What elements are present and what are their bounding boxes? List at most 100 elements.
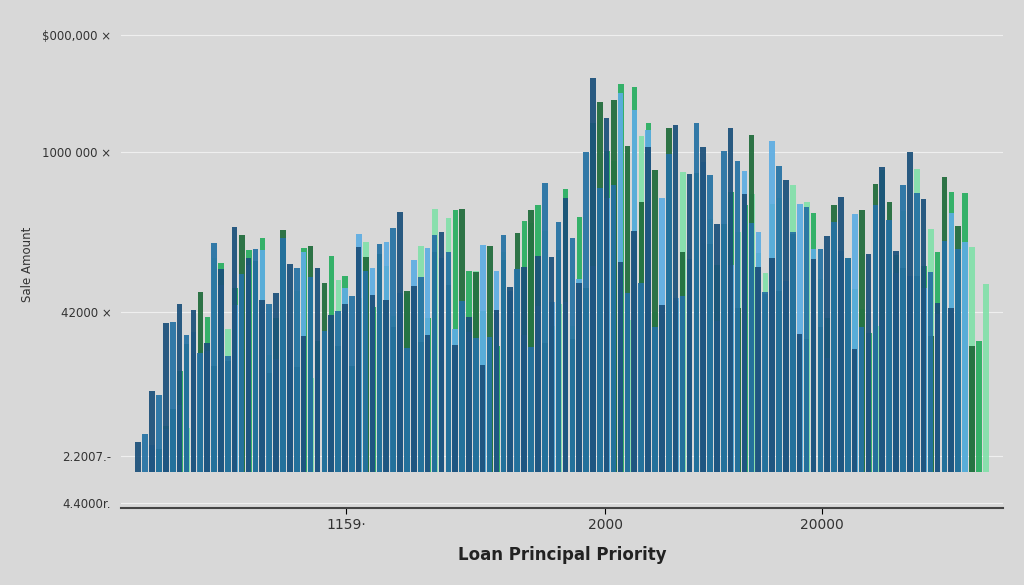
Bar (342, 276, 348, 472)
Bar (349, 296, 354, 472)
Bar (453, 210, 458, 472)
Bar (721, 224, 727, 472)
Bar (301, 336, 306, 472)
Bar (983, 284, 989, 472)
Bar (163, 323, 169, 472)
Bar (790, 232, 796, 472)
Bar (397, 293, 402, 472)
Bar (749, 194, 755, 472)
Bar (791, 234, 796, 472)
Bar (900, 268, 906, 472)
Bar (253, 364, 258, 472)
Bar (549, 302, 555, 472)
Bar (935, 303, 940, 472)
Bar (515, 320, 520, 472)
Bar (156, 395, 162, 472)
Bar (259, 250, 265, 472)
Bar (322, 346, 328, 472)
Bar (542, 343, 548, 472)
Bar (528, 223, 535, 472)
Bar (438, 232, 444, 472)
Bar (811, 249, 816, 472)
Bar (839, 197, 844, 472)
Bar (625, 320, 631, 472)
Bar (756, 267, 761, 472)
Bar (694, 251, 699, 472)
Bar (659, 315, 665, 472)
Bar (749, 135, 755, 472)
Bar (508, 291, 513, 472)
Bar (921, 199, 927, 472)
Bar (749, 223, 755, 472)
Bar (611, 99, 616, 472)
Bar (218, 269, 223, 472)
Bar (239, 236, 245, 472)
Bar (384, 266, 389, 472)
Bar (288, 369, 293, 472)
Bar (700, 162, 707, 472)
Bar (611, 161, 616, 472)
Bar (535, 256, 541, 472)
Bar (473, 272, 479, 472)
Bar (460, 322, 465, 472)
Bar (231, 227, 238, 472)
Bar (652, 170, 658, 472)
Bar (425, 335, 430, 472)
Bar (301, 248, 306, 472)
Bar (273, 294, 279, 472)
Bar (921, 288, 927, 472)
Bar (845, 257, 851, 472)
Bar (425, 318, 431, 472)
Bar (935, 252, 940, 472)
Bar (742, 205, 748, 472)
Bar (177, 371, 182, 472)
Bar (721, 152, 727, 472)
Bar (135, 442, 141, 472)
Bar (818, 279, 823, 472)
Bar (617, 262, 624, 472)
Bar (591, 123, 596, 472)
Bar (907, 152, 912, 472)
Bar (859, 210, 864, 472)
Bar (597, 197, 603, 472)
Bar (356, 235, 361, 472)
Bar (804, 202, 810, 472)
Bar (329, 315, 334, 472)
Bar (667, 128, 672, 472)
Bar (645, 123, 651, 472)
Bar (404, 348, 410, 472)
Bar (404, 291, 410, 472)
Bar (281, 230, 286, 472)
Bar (563, 190, 568, 472)
Bar (639, 202, 644, 472)
Bar (294, 268, 299, 472)
Bar (314, 370, 321, 472)
Bar (177, 304, 182, 472)
Bar (184, 428, 189, 472)
Bar (769, 258, 775, 472)
Bar (466, 317, 472, 472)
Bar (652, 327, 657, 472)
Bar (514, 232, 520, 472)
Bar (163, 429, 169, 472)
Bar (639, 136, 644, 472)
Bar (556, 304, 561, 472)
Bar (970, 346, 975, 472)
Bar (342, 288, 348, 472)
Bar (377, 243, 382, 472)
Bar (590, 267, 596, 472)
Bar (763, 273, 768, 472)
Bar (329, 256, 334, 472)
Bar (818, 327, 823, 472)
Bar (824, 358, 830, 472)
Bar (384, 242, 389, 472)
Bar (963, 192, 968, 472)
Bar (439, 362, 444, 472)
Bar (232, 305, 238, 472)
Bar (211, 366, 217, 472)
Bar (914, 194, 920, 472)
Bar (686, 174, 692, 472)
Bar (963, 242, 968, 472)
Bar (604, 150, 609, 472)
Bar (880, 167, 885, 472)
